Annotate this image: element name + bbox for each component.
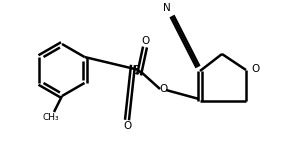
Text: O: O — [141, 36, 149, 46]
Text: N: N — [163, 3, 171, 13]
Text: O: O — [159, 84, 167, 94]
Text: CH₃: CH₃ — [43, 113, 59, 121]
Text: O: O — [123, 121, 131, 131]
Text: S: S — [132, 64, 140, 77]
Text: O: O — [251, 64, 259, 74]
